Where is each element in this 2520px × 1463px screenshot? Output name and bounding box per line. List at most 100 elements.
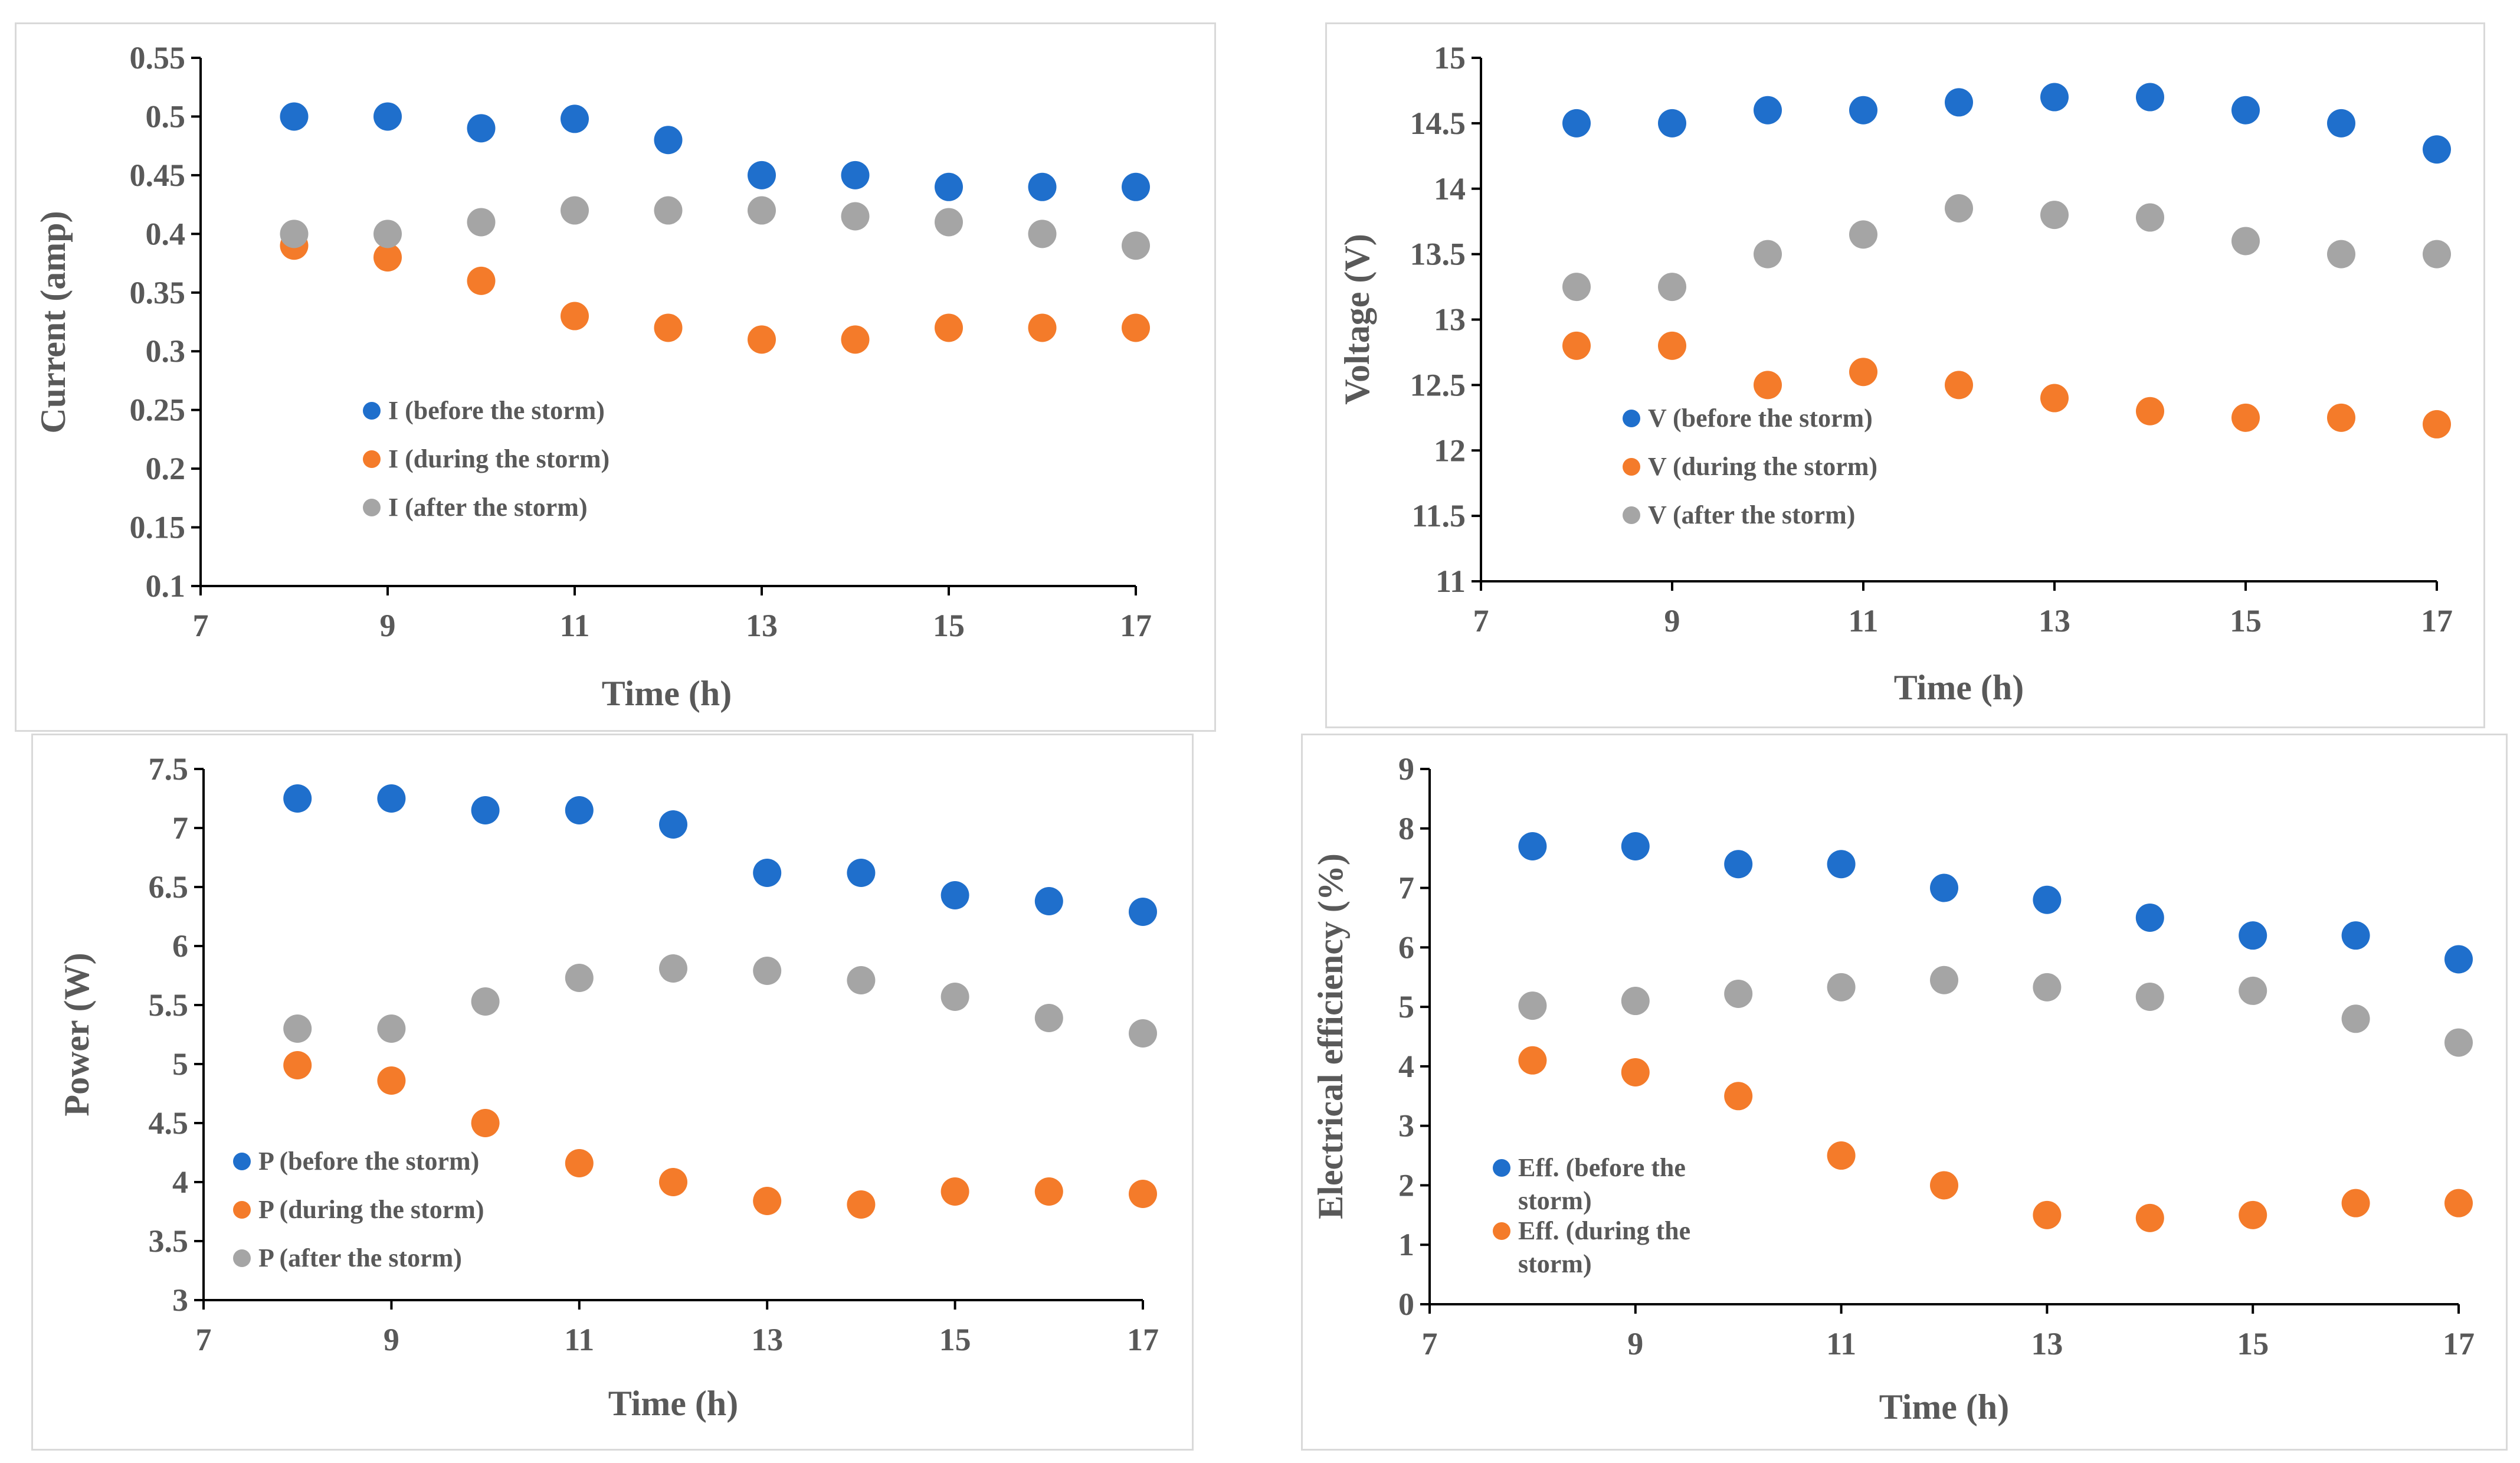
- data-point: [1034, 887, 1063, 915]
- data-point: [935, 208, 963, 237]
- voltage-chart-panel: [1325, 22, 2485, 728]
- y-axis-title: Current (amp): [34, 211, 73, 433]
- data-point: [2135, 982, 2164, 1011]
- data-point: [377, 1066, 406, 1095]
- y-tick-label: 0.2: [146, 451, 186, 486]
- y-axis-title: Power (W): [57, 953, 96, 1116]
- y-tick-label: 1: [1398, 1227, 1414, 1262]
- data-point: [2341, 1189, 2370, 1217]
- data-point: [1562, 109, 1591, 138]
- series-1: [1562, 331, 2451, 438]
- chart-3: 0 1 2 3 4 5 6 7 8 9 7 9 11 13 15 17 Time (h) Electrical e…: [1311, 751, 2475, 1426]
- x-axis-title: Time (h): [1879, 1387, 2010, 1426]
- data-point: [1518, 1046, 1547, 1075]
- data-point: [1827, 1141, 1856, 1170]
- y-tick-label: 3: [1398, 1108, 1414, 1144]
- data-point: [467, 114, 496, 143]
- data-point: [1621, 1058, 1650, 1086]
- x-axis-title: Time (h): [602, 674, 732, 713]
- legend-label: I (before the storm): [388, 396, 605, 425]
- data-point: [2136, 203, 2164, 232]
- power-chart-panel: [31, 734, 1194, 1451]
- y-tick-label: 13: [1434, 302, 1466, 338]
- data-point: [1658, 331, 1686, 360]
- legend-marker: [1493, 1222, 1510, 1240]
- x-tick-label: 15: [939, 1322, 971, 1357]
- data-point: [1621, 987, 1650, 1016]
- data-point: [2135, 903, 2164, 932]
- legend-marker: [363, 450, 381, 468]
- x-tick-label: 7: [1473, 603, 1489, 639]
- data-point: [935, 172, 963, 201]
- data-point: [753, 859, 782, 887]
- data-point: [1827, 973, 1856, 1001]
- data-point: [935, 313, 963, 342]
- data-point: [2444, 1028, 2473, 1057]
- efficiency-chart-panel: [1301, 734, 2508, 1451]
- data-point: [377, 784, 406, 813]
- data-point: [565, 1149, 594, 1177]
- data-point: [847, 966, 876, 994]
- legend-label-line: storm): [1518, 1249, 1592, 1278]
- data-point: [2033, 885, 2062, 914]
- data-point: [2423, 135, 2451, 164]
- y-axis-title: Voltage (V): [1338, 234, 1377, 404]
- data-point: [471, 796, 500, 824]
- data-point: [1945, 371, 1973, 400]
- data-point: [2135, 1203, 2164, 1232]
- data-point: [654, 313, 683, 342]
- y-tick-label: 0: [1398, 1287, 1414, 1322]
- data-point: [1129, 1180, 1157, 1208]
- x-tick-label: 13: [2031, 1326, 2063, 1361]
- chart-1: 11 11.5 12 12.5 13 13.5 14 14.5 15 7 9 11 13 15 17 Time…: [1338, 40, 2453, 707]
- data-point: [2423, 240, 2451, 269]
- x-tick-label: 17: [1127, 1322, 1159, 1357]
- data-point: [841, 202, 870, 231]
- y-tick-label: 4: [172, 1164, 188, 1200]
- y-tick-label: 3.5: [149, 1223, 189, 1259]
- data-point: [1754, 371, 1782, 400]
- data-point: [1621, 832, 1650, 861]
- data-point: [748, 161, 776, 189]
- data-point: [748, 196, 776, 225]
- series-1: [280, 231, 1150, 354]
- y-tick-label: 0.45: [130, 158, 186, 193]
- x-tick-label: 9: [380, 608, 396, 643]
- legend-label-line: storm): [1518, 1186, 1592, 1215]
- data-point: [748, 325, 776, 354]
- data-point: [941, 1177, 969, 1206]
- series-2: [1518, 965, 2473, 1057]
- data-point: [941, 983, 969, 1011]
- data-point: [467, 266, 496, 295]
- y-tick-label: 4.5: [149, 1105, 189, 1141]
- series-0: [280, 102, 1150, 201]
- x-tick-label: 11: [1848, 603, 1878, 639]
- y-tick-label: 0.35: [130, 275, 186, 310]
- legend-label: P (after the storm): [258, 1243, 462, 1272]
- y-tick-label: 7: [1398, 870, 1414, 906]
- data-point: [841, 325, 870, 354]
- data-point: [2231, 403, 2260, 432]
- legend-label: I (after the storm): [388, 493, 588, 522]
- legend-label: P (before the storm): [258, 1147, 479, 1176]
- x-axis-title: Time (h): [608, 1384, 739, 1423]
- data-point: [1849, 358, 1877, 387]
- y-tick-label: 0.55: [130, 40, 186, 76]
- x-tick-label: 9: [1627, 1326, 1643, 1361]
- legend-marker: [233, 1201, 251, 1219]
- data-point: [373, 220, 402, 248]
- data-point: [1945, 194, 1973, 223]
- data-point: [1122, 313, 1150, 342]
- y-tick-label: 5: [1398, 989, 1414, 1025]
- data-point: [1028, 172, 1057, 201]
- y-tick-label: 7: [172, 810, 188, 846]
- data-point: [1562, 273, 1591, 302]
- y-tick-label: 14: [1434, 171, 1466, 207]
- data-point: [2136, 83, 2164, 112]
- legend-marker: [1623, 458, 1640, 476]
- legend-marker: [233, 1153, 251, 1170]
- x-tick-label: 11: [1826, 1326, 1856, 1361]
- data-point: [1518, 991, 1547, 1020]
- data-point: [2033, 973, 2062, 1001]
